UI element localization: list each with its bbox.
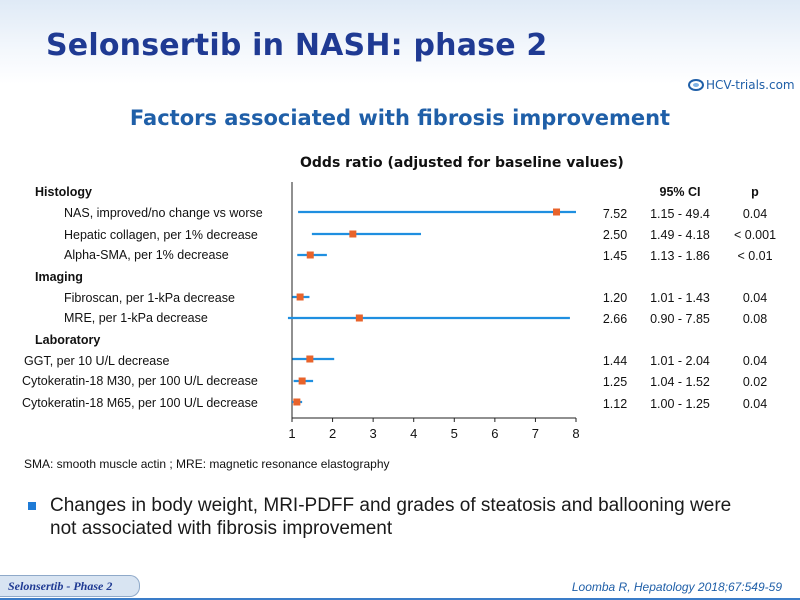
- slide-tag: Selonsertib - Phase 2: [0, 575, 140, 597]
- odds-ratio-point: [349, 230, 357, 238]
- row-label: Hepatic collagen, per 1% decrease: [64, 228, 258, 242]
- row-label: Cytokeratin-18 M65, per 100 U/L decrease: [22, 396, 258, 410]
- p-value: 0.04: [742, 291, 768, 305]
- or-value: 2.50: [602, 228, 628, 242]
- row-label: Fibroscan, per 1-kPa decrease: [64, 291, 235, 305]
- row-label: Alpha-SMA, per 1% decrease: [64, 248, 229, 262]
- slide-title: Selonsertib in NASH: phase 2: [46, 28, 548, 63]
- or-value: 1.25: [602, 375, 628, 389]
- p-value: 0.04: [742, 207, 768, 221]
- bullet-square-icon: [28, 502, 36, 510]
- or-value: 2.66: [602, 312, 628, 326]
- or-value: 1.44: [602, 354, 628, 368]
- ci-value: 1.15 - 49.4: [650, 207, 710, 221]
- logo-text: HCV-trials.com: [706, 78, 795, 92]
- odds-ratio-point: [355, 314, 363, 322]
- x-tick-label: 1: [288, 426, 295, 441]
- p-value: 0.04: [742, 397, 768, 411]
- logo-swirl-icon: [688, 79, 704, 91]
- p-value: 0.08: [742, 312, 768, 326]
- bullet-text: Changes in body weight, MRI-PDFF and gra…: [50, 495, 732, 539]
- odds-ratio-point: [296, 293, 304, 301]
- ci-value: 1.04 - 1.52: [650, 375, 710, 389]
- ci-value: 1.00 - 1.25: [650, 397, 710, 411]
- row-label: GGT, per 10 U/L decrease: [24, 354, 170, 368]
- p-column-header: p: [751, 185, 759, 199]
- x-tick-label: 6: [491, 426, 498, 441]
- odds-ratio-point: [293, 398, 301, 406]
- p-value: 0.02: [742, 375, 768, 389]
- odds-ratio-point: [553, 208, 561, 216]
- bottom-rule: [0, 598, 800, 600]
- section-label-laboratory: Laboratory: [35, 333, 101, 347]
- x-tick-label: 3: [370, 426, 377, 441]
- p-value: 0.04: [742, 354, 768, 368]
- slide-subtitle: Factors associated with fibrosis improve…: [129, 106, 671, 130]
- or-value: 1.20: [602, 291, 628, 305]
- hcv-trials-logo: HCV-trials.com: [688, 78, 795, 92]
- footnote: SMA: smooth muscle actin ; MRE: magnetic…: [24, 457, 390, 471]
- x-tick-label: 4: [410, 426, 417, 441]
- bullet-item: Changes in body weight, MRI-PDFF and gra…: [26, 494, 746, 540]
- or-value: 1.12: [602, 397, 628, 411]
- row-label: Cytokeratin-18 M30, per 100 U/L decrease: [22, 374, 258, 388]
- x-tick-label: 2: [329, 426, 336, 441]
- ci-value: 1.49 - 4.18: [650, 228, 710, 242]
- p-value: < 0.01: [737, 249, 773, 263]
- section-label-imaging: Imaging: [35, 270, 83, 284]
- ci-value: 1.01 - 1.43: [650, 291, 710, 305]
- row-label: NAS, improved/no change vs worse: [64, 206, 263, 220]
- reference: Loomba R, Hepatology 2018;67:549-59: [571, 580, 782, 594]
- odds-ratio-point: [298, 377, 306, 385]
- x-tick-label: 8: [572, 426, 579, 441]
- ci-value: 1.01 - 2.04: [650, 354, 710, 368]
- ci-column-header: 95% CI: [659, 185, 701, 199]
- row-label: MRE, per 1-kPa decrease: [64, 311, 208, 325]
- or-value: 7.52: [602, 207, 628, 221]
- ci-value: 1.13 - 1.86: [650, 249, 710, 263]
- or-value: 1.45: [602, 249, 628, 263]
- p-value: < 0.001: [733, 228, 777, 242]
- x-tick-label: 5: [451, 426, 458, 441]
- odds-ratio-point: [306, 251, 314, 259]
- x-tick-label: 7: [532, 426, 539, 441]
- odds-ratio-point: [306, 355, 314, 363]
- chart-title: Odds ratio (adjusted for baseline values…: [300, 155, 624, 171]
- section-label-histology: Histology: [35, 185, 92, 199]
- ci-value: 0.90 - 7.85: [650, 312, 710, 326]
